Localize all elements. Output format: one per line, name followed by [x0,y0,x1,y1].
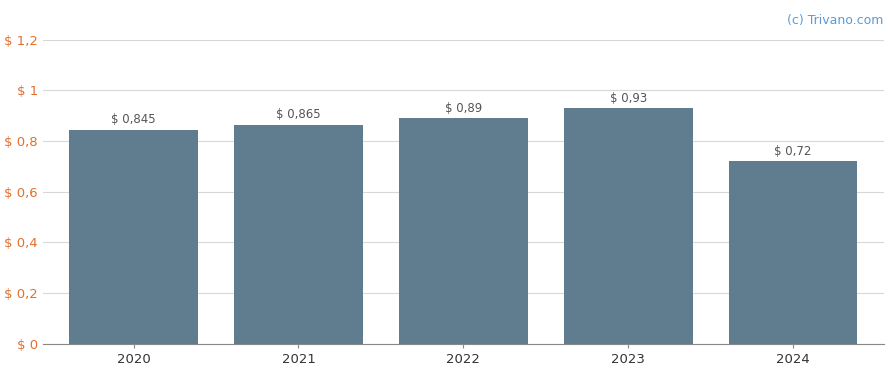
Bar [234,125,363,344]
Bar [564,108,693,344]
Text: $ 0,89: $ 0,89 [445,102,482,115]
Bar [729,161,858,344]
Bar [399,118,527,344]
Text: $ 0,72: $ 0,72 [774,145,812,158]
Text: $ 0,845: $ 0,845 [111,113,156,126]
Text: $ 0,93: $ 0,93 [610,92,646,105]
Text: (c) Trivano.com: (c) Trivano.com [788,14,884,27]
Text: $ 0,865: $ 0,865 [276,108,321,121]
Bar [69,130,198,344]
